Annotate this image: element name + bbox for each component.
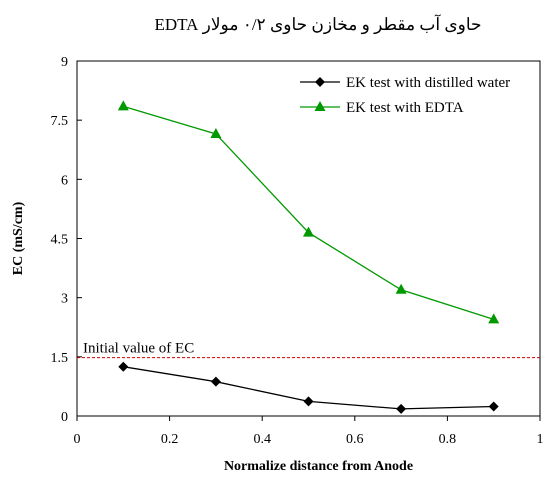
- data-point: [117, 100, 129, 111]
- y-tick-label: 1.5: [51, 351, 69, 366]
- y-axis: 0 1.5 3 4.5 6 7.5 9: [51, 55, 82, 425]
- x-tick-label: 0.6: [346, 432, 364, 447]
- data-point: [303, 396, 314, 407]
- series-1: [118, 361, 499, 414]
- data-point: [488, 313, 500, 324]
- legend-label: EK test with distilled water: [346, 75, 510, 91]
- legend-item: EK test with EDTA: [300, 100, 464, 116]
- series-2: [117, 100, 500, 324]
- legend-label: EK test with EDTA: [346, 100, 464, 116]
- initial-ec-label: Initial value of EC: [83, 341, 194, 357]
- legend-marker: [315, 77, 325, 87]
- data-point: [395, 283, 407, 294]
- y-axis-title: EC (mS/cm): [11, 201, 26, 275]
- legend: EK test with distilled water EK test with…: [300, 75, 510, 116]
- y-tick-label: 7.5: [51, 114, 69, 129]
- chart-title: حاوی آب مقطر و مخازن حاوی ۰/۲ مولار EDTA: [154, 13, 481, 35]
- x-axis-title: Normalize distance from Anode: [224, 459, 413, 474]
- series-line: [123, 105, 494, 320]
- legend-item: EK test with distilled water: [300, 75, 510, 91]
- x-axis: 0 0.2 0.4 0.6 0.8 1: [74, 416, 544, 447]
- legend-marker: [314, 101, 326, 111]
- data-point: [488, 401, 499, 412]
- y-tick-label: 3: [61, 292, 68, 307]
- y-tick-label: 0: [61, 410, 68, 425]
- x-tick-label: 0.8: [439, 432, 457, 447]
- plot-area: [76, 60, 541, 417]
- data-point: [210, 376, 221, 387]
- data-point: [303, 226, 314, 237]
- data-point: [210, 127, 222, 138]
- x-tick-label: 1: [537, 432, 544, 447]
- x-tick-label: 0: [74, 432, 81, 447]
- y-tick-label: 9: [61, 55, 68, 70]
- y-tick-label: 4.5: [51, 233, 69, 248]
- x-tick-label: 0.2: [161, 432, 179, 447]
- y-tick-label: 6: [61, 173, 68, 188]
- x-tick-label: 0.4: [253, 432, 271, 447]
- data-point: [396, 403, 407, 414]
- series-layer: [117, 100, 500, 414]
- data-point: [118, 361, 129, 372]
